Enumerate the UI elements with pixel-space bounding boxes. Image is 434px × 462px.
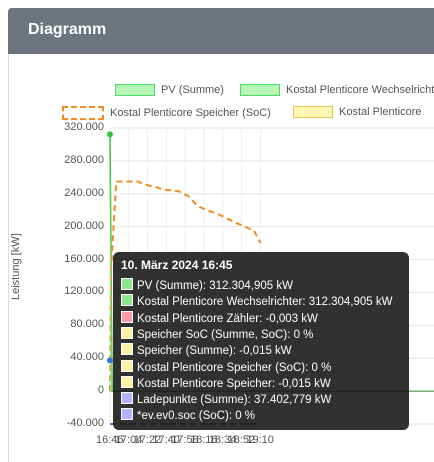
legend-label: PV (Summe) bbox=[161, 84, 224, 96]
pv-area bbox=[110, 134, 113, 392]
legend-swatch bbox=[293, 106, 333, 119]
tooltip-row: Kostal Plenticore Wechselrichter: 312.30… bbox=[121, 294, 392, 309]
tooltip-row-text: Ladepunkte (Summe): 37.402,779 kW bbox=[137, 394, 332, 407]
series-line bbox=[109, 180, 262, 392]
tooltip-row-text: Kostal Plenticore Wechselrichter: 312.30… bbox=[137, 296, 393, 309]
x-tick-label: 19:10 bbox=[246, 434, 274, 446]
x-tick-label: 17:04 bbox=[114, 434, 143, 446]
tooltip-row-text: Kostal Plenticore Speicher (SoC): 0 % bbox=[137, 361, 332, 374]
tooltip-row-text: Speicher (Summe): -0,015 kW bbox=[137, 345, 292, 358]
legend-swatch bbox=[115, 84, 155, 97]
tooltip-color-box bbox=[121, 326, 133, 339]
legend-item-kostal-plenticore[interactable]: Kostal Plenticore bbox=[293, 106, 422, 119]
y-tick-label: 160.000 bbox=[64, 252, 104, 265]
legend-item-pv-sum[interactable]: PV (Summe) bbox=[115, 84, 224, 97]
y-tick-label: 200.000 bbox=[64, 219, 104, 232]
chart-tooltip: 10. März 2024 16:45 PV (Summe): 312.304,… bbox=[113, 252, 409, 430]
legend-label: Kostal Plenticore bbox=[339, 106, 422, 118]
y-tick-label: 80.000 bbox=[70, 318, 104, 331]
tooltip-row: Kostal Plenticore Speicher (SoC): 0 % bbox=[121, 359, 332, 375]
x-tick-label: 18:16 bbox=[190, 434, 218, 446]
legend-item-speicher-soc[interactable]: Kostal Plenticore Speicher (SoC) bbox=[62, 106, 271, 120]
y-tick-label: 240.000 bbox=[64, 186, 104, 199]
x-tick-label: 17:22 bbox=[133, 434, 162, 446]
data-point bbox=[107, 131, 113, 138]
tooltip-row: PV (Summe): 312.304,905 kW bbox=[121, 278, 293, 293]
tooltip-color-box bbox=[121, 392, 133, 405]
tooltip-color-box bbox=[121, 294, 133, 307]
y-tick-label: 40.000 bbox=[70, 351, 104, 364]
tooltip-color-box bbox=[121, 343, 133, 356]
tooltip-color-box bbox=[121, 375, 133, 388]
tooltip-row: Kostal Plenticore Zähler: -0,003 kW bbox=[121, 310, 318, 326]
tooltip-row: Speicher SoC (Summe, SoC): 0 % bbox=[121, 326, 314, 342]
y-tick-label: -40.000 bbox=[66, 417, 104, 429]
tooltip-row-text: PV (Summe): 312.304,905 kW bbox=[137, 280, 293, 292]
y-tick-label: 320.000 bbox=[64, 121, 104, 133]
tooltip-color-box bbox=[121, 310, 133, 323]
tooltip-row: *ev.ev0.soc (SoC): 0 % bbox=[121, 408, 255, 423]
legend-label: Kostal Plenticore Wechselrichter bbox=[286, 84, 434, 96]
x-tick-label: 16:46 bbox=[96, 434, 124, 446]
tooltip-color-box bbox=[121, 278, 133, 290]
tooltip-row: Kostal Plenticore Speicher: -0,015 kW bbox=[121, 375, 331, 391]
tooltip-row: Ladepunkte (Summe): 37.402,779 kW bbox=[121, 392, 331, 407]
card-header: Diagramm bbox=[8, 8, 434, 54]
x-tick-label: 18:52 bbox=[227, 434, 256, 446]
x-tick-label: 17:58 bbox=[171, 434, 199, 446]
data-point bbox=[107, 357, 113, 364]
legend-swatch bbox=[240, 84, 280, 97]
tooltip-title: 10. März 2024 16:45 bbox=[121, 258, 233, 272]
legend-item-wechselrichter[interactable]: Kostal Plenticore Wechselrichter bbox=[240, 84, 434, 97]
legend-swatch bbox=[62, 106, 104, 120]
tooltip-row-text: Kostal Plenticore Zähler: -0,003 kW bbox=[137, 312, 318, 325]
tooltip-row-text: *ev.ev0.soc (SoC): 0 % bbox=[137, 410, 256, 423]
tooltip-color-box bbox=[121, 408, 133, 421]
tooltip-color-box bbox=[121, 359, 133, 372]
x-tick-label: 18:34 bbox=[208, 434, 237, 446]
y-tick-label: 120.000 bbox=[64, 285, 104, 298]
tooltip-row: Speicher (Summe): -0,015 kW bbox=[121, 343, 292, 358]
tooltip-row-text: Speicher SoC (Summe, SoC): 0 % bbox=[137, 328, 314, 341]
tooltip-row-text: Kostal Plenticore Speicher: -0,015 kW bbox=[137, 377, 331, 390]
legend-label: Kostal Plenticore Speicher (SoC) bbox=[110, 106, 271, 119]
x-tick-label: 17:40 bbox=[152, 434, 180, 446]
y-tick-label: 280.000 bbox=[64, 153, 104, 166]
y-tick-label: 0 bbox=[97, 384, 104, 397]
card-title: Diagramm bbox=[28, 21, 107, 38]
